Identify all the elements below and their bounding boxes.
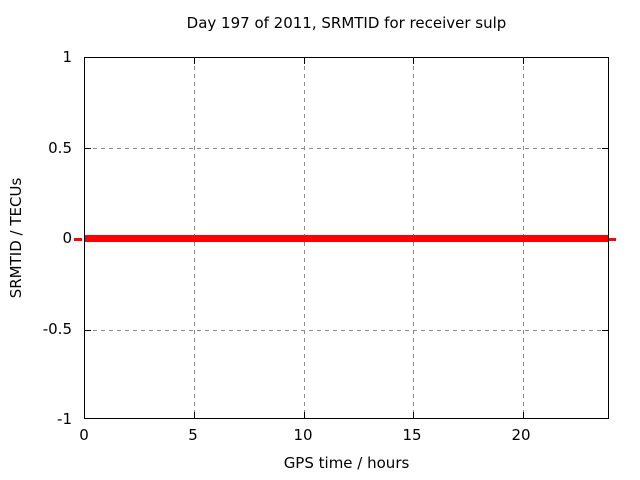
plot-area: [74, 57, 616, 419]
tick-bottom-5: [194, 412, 195, 418]
gridline-y-0.5: [85, 148, 608, 149]
tick-left--0.5: [85, 330, 91, 331]
tick-right--0.5: [602, 330, 608, 331]
x-tick-label-20: 20: [511, 426, 531, 444]
tick-bottom-10: [304, 412, 305, 418]
y-tick-label--0.5: -0.5: [42, 320, 72, 338]
y-tick-label-1: 1: [62, 48, 72, 66]
x-tick-label-10: 10: [293, 426, 313, 444]
y-tick-label--1: -1: [57, 410, 72, 428]
tick-top-20: [523, 58, 524, 64]
tick-right-0.5: [602, 148, 608, 149]
y-tick-label-0: 0: [62, 229, 72, 247]
series-line-left-overhang: [74, 238, 82, 241]
srmtid-series-line: [85, 235, 608, 242]
x-axis-label: GPS time / hours: [283, 454, 410, 472]
tick-bottom-15: [413, 412, 414, 418]
y-tick-label-0.5: 0.5: [48, 139, 72, 157]
chart-title: Day 197 of 2011, SRMTID for receiver sul…: [186, 14, 507, 32]
tick-left-0.5: [85, 148, 91, 149]
tick-top-15: [413, 58, 414, 64]
x-tick-label-0: 0: [79, 426, 89, 444]
gridline-y--0.5: [85, 330, 608, 331]
x-tick-label-15: 15: [402, 426, 422, 444]
series-line-right-overhang: [609, 238, 616, 241]
tick-bottom-20: [523, 412, 524, 418]
tick-top-5: [194, 58, 195, 64]
tick-top-10: [304, 58, 305, 64]
x-tick-label-5: 5: [188, 426, 198, 444]
